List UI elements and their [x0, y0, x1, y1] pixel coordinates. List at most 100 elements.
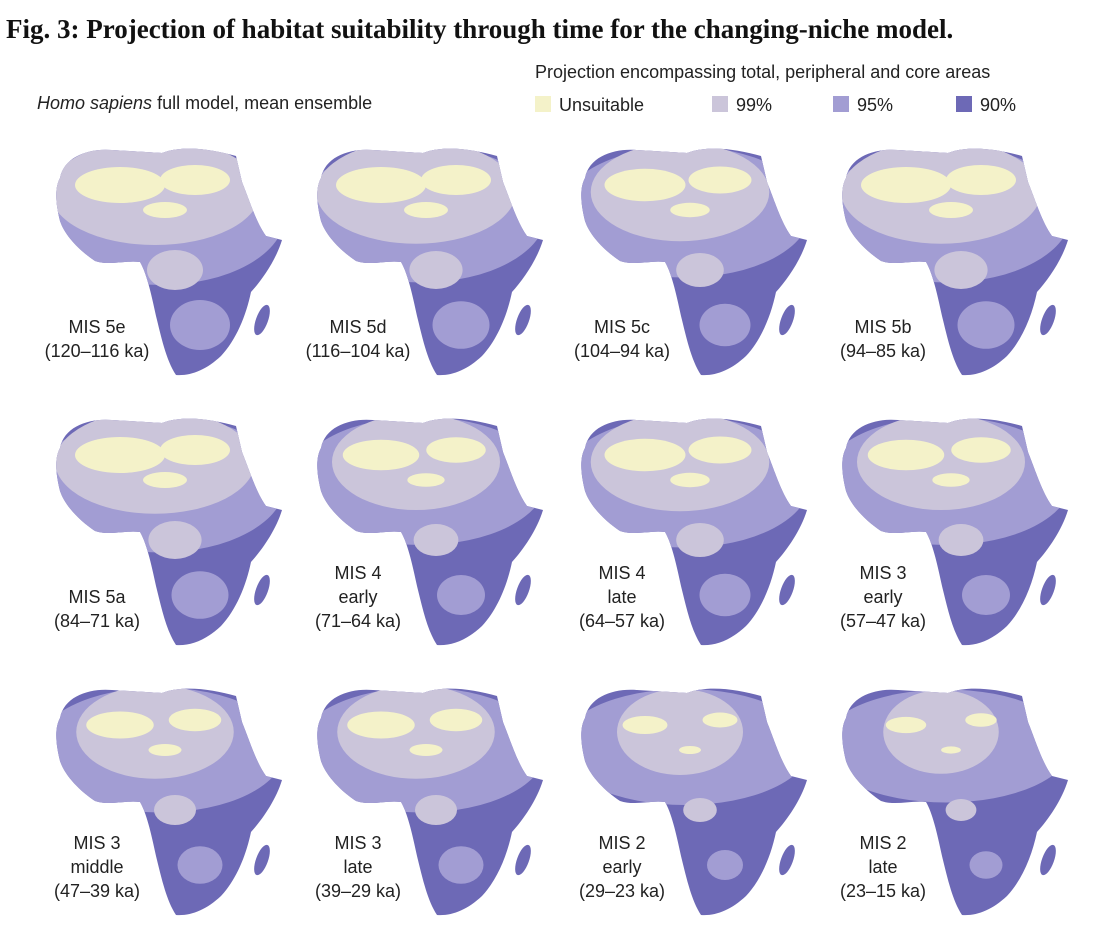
map-panel: MIS 4 late (64–57 ka)	[579, 418, 807, 646]
panel-label: (120–116 ka)	[45, 341, 150, 361]
panel-label: early	[863, 587, 902, 607]
zone-unsuitable	[965, 713, 997, 727]
panel-label: early	[602, 857, 641, 877]
panel-label: MIS 2	[598, 833, 645, 853]
zone-unsuitable	[688, 166, 752, 194]
zone-unsuitable	[143, 202, 187, 218]
suitability-zones	[581, 148, 807, 347]
panel-label: MIS 5e	[68, 317, 125, 337]
panel-label: MIS 5d	[329, 317, 386, 337]
zone-95	[957, 301, 1015, 349]
zone-99	[683, 798, 717, 822]
map-panel: MIS 3 early (57–47 ka)	[840, 418, 1068, 646]
zone-unsuitable	[932, 473, 970, 487]
zone-unsuitable	[342, 439, 420, 471]
madagascar	[254, 844, 270, 876]
panel-label: MIS 3	[334, 833, 381, 853]
panel-label: MIS 4	[334, 563, 381, 583]
legend-label: Unsuitable	[559, 95, 644, 115]
suitability-zones	[317, 148, 543, 349]
madagascar	[515, 304, 531, 336]
zone-99	[148, 521, 202, 559]
zone-unsuitable	[160, 435, 230, 465]
zone-unsuitable	[429, 708, 483, 732]
zone-99	[938, 524, 984, 556]
figure-title: Fig. 3: Projection of habitat suitabilit…	[6, 14, 953, 44]
panel-label: (39–29 ka)	[315, 881, 401, 901]
zone-unsuitable	[75, 437, 165, 473]
map-panel: MIS 5e (120–116 ka)	[45, 148, 282, 376]
zone-unsuitable	[679, 746, 701, 754]
panel-label: (29–23 ka)	[579, 881, 665, 901]
zone-99	[154, 795, 196, 825]
madagascar	[1040, 574, 1056, 606]
map-panel: MIS 3 late (39–29 ka)	[315, 688, 543, 916]
panel-label: (94–85 ka)	[840, 341, 926, 361]
zone-99	[883, 690, 999, 774]
legend: Unsuitable 99% 95% 90%	[535, 95, 1016, 115]
legend-swatch	[535, 96, 551, 112]
zone-unsuitable	[941, 746, 961, 754]
zone-95	[699, 303, 751, 347]
zone-unsuitable	[336, 167, 426, 203]
legend-swatch	[956, 96, 972, 112]
map-panel: MIS 5a (84–71 ka)	[54, 418, 282, 646]
suitability-zones	[581, 418, 807, 617]
zone-99	[617, 689, 743, 775]
zone-95	[437, 575, 485, 615]
legend-title: Projection encompassing total, periphera…	[535, 62, 990, 82]
zone-unsuitable	[426, 437, 486, 463]
panel-label: (116–104 ka)	[306, 341, 411, 361]
panel-label: MIS 3	[73, 833, 120, 853]
legend-swatch	[833, 96, 849, 112]
panel-label: late	[607, 587, 636, 607]
map-panel: MIS 2 late (23–15 ka)	[840, 688, 1068, 916]
madagascar	[254, 574, 270, 606]
suitability-zones	[56, 418, 282, 619]
madagascar	[515, 844, 531, 876]
zone-unsuitable	[604, 168, 686, 202]
zone-unsuitable	[404, 202, 448, 218]
panel-label: (23–15 ka)	[840, 881, 926, 901]
zone-99	[413, 524, 459, 556]
zone-unsuitable	[867, 439, 945, 471]
suitability-zones	[317, 688, 543, 884]
panel-label: MIS 3	[859, 563, 906, 583]
zone-unsuitable	[885, 716, 927, 734]
zone-unsuitable	[951, 437, 1011, 463]
panel-label: (64–57 ka)	[579, 611, 665, 631]
suitability-zones	[581, 689, 807, 880]
suitability-zones	[842, 689, 1068, 879]
legend-label: 90%	[980, 95, 1016, 115]
subtitle: Homo sapiens full model, mean ensemble	[37, 93, 372, 113]
zone-unsuitable	[622, 716, 668, 734]
suitability-zones	[317, 418, 543, 615]
madagascar	[779, 574, 795, 606]
panel-label: MIS 5b	[854, 317, 911, 337]
zone-95	[170, 300, 230, 350]
zone-99	[409, 251, 463, 289]
panel-label: middle	[70, 857, 123, 877]
panel-label: MIS 2	[859, 833, 906, 853]
zone-unsuitable	[861, 167, 951, 203]
panel-label: early	[338, 587, 377, 607]
zone-95	[438, 846, 484, 884]
zone-unsuitable	[347, 711, 415, 739]
zone-unsuitable	[148, 744, 182, 756]
zone-95	[432, 301, 490, 349]
zone-95	[171, 571, 229, 619]
suitability-zones	[842, 148, 1068, 349]
zone-unsuitable	[929, 202, 973, 218]
panel-label: MIS 4	[598, 563, 645, 583]
panel-label: late	[343, 857, 372, 877]
zone-unsuitable	[688, 436, 752, 464]
map-panel: MIS 4 early (71–64 ka)	[315, 418, 543, 646]
zone-95	[177, 846, 223, 884]
panel-label: MIS 5c	[594, 317, 650, 337]
legend-label: 95%	[857, 95, 893, 115]
zone-unsuitable	[670, 202, 710, 218]
panel-label: (57–47 ka)	[840, 611, 926, 631]
madagascar	[1040, 844, 1056, 876]
subtitle-text: full model, mean ensemble	[152, 93, 372, 113]
zone-99	[934, 251, 988, 289]
